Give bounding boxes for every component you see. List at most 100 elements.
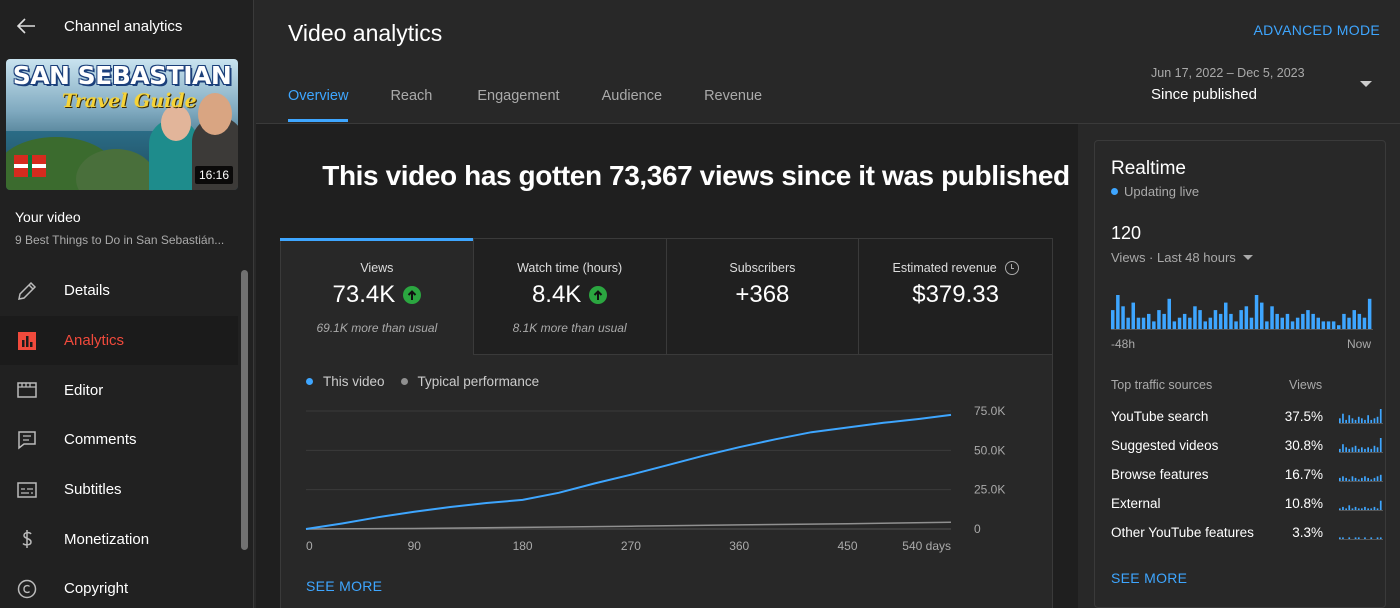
legend-dot [306, 378, 313, 385]
chart-legend: This video Typical performance [306, 374, 539, 389]
series-line-this-video [305, 413, 952, 530]
advanced-mode-button[interactable]: ADVANCED MODE [1253, 22, 1380, 38]
x-tick-label: 360 [729, 539, 749, 553]
traffic-sparkline [1339, 474, 1383, 482]
sparkline-bar [1367, 415, 1369, 423]
traffic-source-row[interactable]: External 10.8% [1111, 493, 1385, 513]
legend-dot [400, 378, 408, 385]
sparkline-bar [1370, 508, 1373, 510]
sidebar-item-analytics[interactable]: Analytics [0, 315, 238, 366]
clock-icon[interactable] [1004, 261, 1019, 275]
chevron-down-icon [1242, 255, 1253, 260]
sparkline-bar [1379, 500, 1382, 510]
metric-value: 8.4K [531, 281, 582, 308]
realtime-bar [1121, 306, 1125, 329]
sidebar-item-subtitles[interactable]: Subtitles [0, 465, 238, 515]
x-tick-label: 180 [513, 539, 533, 553]
realtime-views-count: 120 [1111, 223, 1142, 243]
realtime-status-text: Updating live [1124, 184, 1200, 199]
realtime-see-more-button[interactable]: SEE MORE [1111, 570, 1188, 586]
realtime-bar [1270, 306, 1274, 329]
sparkline-bar [1361, 508, 1363, 510]
metric-value: +368 [735, 281, 790, 308]
realtime-bar [1347, 317, 1351, 329]
back-arrow-icon[interactable] [0, 0, 52, 52]
realtime-bar [1234, 321, 1238, 329]
date-range-selector[interactable]: Jun 17, 2022 – Dec 5, 2023 Since publish… [1151, 66, 1380, 110]
live-dot-icon [1111, 188, 1118, 195]
sparkline-bar [1370, 479, 1373, 481]
sparkline-bar [1351, 447, 1354, 452]
realtime-bar [1172, 321, 1177, 329]
clapperboard-icon [0, 379, 54, 401]
traffic-source-row[interactable]: Other YouTube features 3.3% [1111, 522, 1385, 542]
sparkline-bar [1354, 506, 1357, 510]
sparkline-bar [1357, 537, 1360, 539]
date-range-label: Since published [1151, 86, 1257, 103]
sidebar-item-label: Monetization [64, 530, 150, 548]
sidebar-item-details[interactable]: Details [0, 266, 238, 316]
sidebar-item-editor[interactable]: Editor [0, 365, 238, 415]
realtime-bar [1198, 310, 1202, 329]
realtime-bar [1306, 310, 1310, 329]
sparkline-bar [1379, 537, 1382, 539]
sparkline-bar [1357, 508, 1360, 510]
video-thumbnail[interactable]: SAN SEBASTIAN Travel Guide 16:16 [6, 59, 238, 190]
see-more-button[interactable]: SEE MORE [306, 578, 383, 594]
metric-value-row: 8.4K [474, 281, 666, 309]
sidebar-item-label: Subtitles [64, 481, 122, 499]
x-tick-label: 540 days [902, 539, 951, 553]
metric-value: $379.33 [912, 281, 999, 308]
sidebar-item-monetization[interactable]: Monetization [0, 514, 238, 564]
metric-value-row: $379.33 [859, 281, 1052, 309]
sidebar-item-comments[interactable]: Comments [0, 415, 238, 465]
realtime-axis-end: Now [1346, 337, 1371, 351]
metric-subscribers[interactable]: Subscribers +368 [666, 239, 860, 355]
realtime-period-dropdown[interactable]: Views · Last 48 hours [1111, 250, 1253, 265]
y-tick-label: 50.0K [974, 443, 1005, 457]
metric-comparison: 69.1K more than usual [316, 321, 438, 335]
metric-estimated-revenue[interactable]: Estimated revenue $379.33 [859, 239, 1052, 355]
tab-reach[interactable]: Reach [390, 88, 433, 104]
realtime-bar [1316, 317, 1320, 329]
comment-icon [0, 429, 54, 451]
traffic-source-row[interactable]: Suggested videos 30.8% [1111, 435, 1385, 455]
sparkline-bar [1351, 476, 1354, 481]
tab-overview[interactable]: Overview [288, 88, 349, 122]
traffic-source-row[interactable]: Browse features 16.7% [1111, 464, 1385, 484]
traffic-sparkline [1339, 500, 1383, 511]
sparkline-bar [1357, 479, 1360, 481]
legend-item-typical[interactable]: Typical performance [400, 374, 539, 389]
sparkline-bar [1342, 444, 1344, 452]
realtime-bar [1260, 302, 1264, 329]
metric-watch-time[interactable]: Watch time (hours) 8.4K 8.1K more than u… [473, 239, 667, 355]
trend-up-icon [403, 286, 422, 304]
x-tick-label: 270 [621, 539, 641, 553]
realtime-bar [1239, 310, 1243, 329]
realtime-bar [1321, 321, 1326, 329]
sidebar-item-copyright[interactable]: Copyright [0, 564, 238, 608]
traffic-source-row[interactable]: YouTube search 37.5% [1111, 406, 1385, 426]
realtime-bar [1301, 313, 1305, 329]
y-tick-label: 25.0K [974, 483, 1005, 497]
legend-item-this-video[interactable]: This video [306, 374, 385, 389]
realtime-bar [1188, 317, 1192, 329]
realtime-bar [1362, 317, 1367, 329]
sidebar-scrollbar[interactable] [241, 270, 248, 550]
sidebar-item-label: Analytics [64, 332, 125, 350]
sparkline-bar [1373, 506, 1376, 510]
realtime-bar [1244, 306, 1249, 329]
pencil-icon [0, 280, 54, 302]
subtitles-icon [0, 479, 54, 501]
tab-revenue[interactable]: Revenue [704, 88, 763, 104]
video-title: 9 Best Things to Do in San Sebastián... [15, 233, 225, 247]
realtime-bar [1224, 302, 1228, 329]
sparkline-bar [1348, 448, 1351, 452]
sparkline-bar [1364, 506, 1366, 510]
sparkline-bar [1376, 537, 1379, 539]
sparkline-bar [1364, 419, 1366, 423]
tab-audience[interactable]: Audience [601, 88, 663, 104]
tab-engagement[interactable]: Engagement [477, 88, 560, 104]
metric-views[interactable]: Views 73.4K 69.1K more than usual [280, 238, 474, 355]
realtime-bar [1265, 321, 1269, 329]
